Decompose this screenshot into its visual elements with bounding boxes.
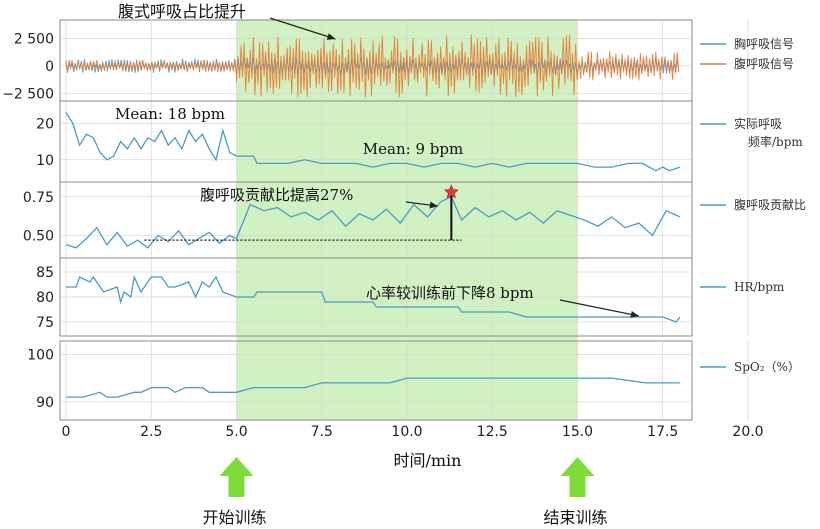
legend-label: 频率/bpm [748,134,803,149]
panel-frames [59,19,749,421]
series-line-resp-rate [65,111,681,172]
legend-label: HR/bpm [734,280,785,294]
annotation-mean-after: Mean: 9 bpm [363,140,463,158]
peak-star-marker [443,184,459,199]
y-tick-label: 90 [36,395,54,411]
series-line-spo2 [66,377,680,398]
series-line-abdomen [65,34,680,98]
x-tick-label: 20.0 [732,424,763,440]
legend-label: 实际呼吸 [734,116,782,131]
x-tick-label: 15.0 [562,424,593,440]
legend-label: 腹呼吸贡献比 [734,197,806,212]
x-axis-label: 时间/min [393,451,461,470]
x-tick-label: 5.0 [225,424,247,440]
series-line-abd-ratio [65,195,681,249]
x-tick-labels: 0 2.5 5.0 7.5 10.0 12.5 15.0 17.5 20.0 [62,424,764,440]
annotation-arrow-1 [269,17,336,40]
x-tick-label: 0 [62,424,71,440]
annotation-arrow-1-head [326,33,336,40]
y-tick-label: 85 [36,265,54,281]
event-up-arrow-1 [219,457,254,497]
x-tick-label: 17.5 [647,424,678,440]
legend-label: 胸呼吸信号 [734,36,794,51]
event-up-arrow-2 [560,457,595,497]
annotation-arrow-3-head [429,201,438,209]
annotation-ratio-increase: 腹呼吸贡献比提高27% [200,186,353,204]
y-tick-label: 20 [36,116,54,132]
x-tick-label: 7.5 [311,424,333,440]
event-label-2: 结束训练 [543,508,607,527]
x-tick-label: 10.0 [391,424,422,440]
x-tick-label: 2.5 [140,424,162,440]
data-series [65,34,681,398]
y-tick-label: −2 500 [2,87,54,103]
annotation-arrow-4-head [630,310,639,318]
training-events: 开始训练 结束训练 [202,457,608,527]
series-line-hr [66,274,681,323]
y-tick-label: 0.50 [23,228,54,244]
event-label-1: 开始训练 [202,508,266,527]
annotation-mean-before: Mean: 18 bpm [115,105,225,123]
y-tick-label: 0.75 [23,190,54,206]
legend-label: SpO₂（%） [734,360,800,374]
x-tick-label: 12.5 [477,424,508,440]
y-tick-label: 75 [36,315,54,331]
y-tick-label: 2 500 [14,31,54,47]
legend-label: 腹呼吸信号 [734,57,794,71]
y-tick-label: 100 [27,347,54,363]
y-tick-labels: −2 500 0 2 500 10 20 0.50 0.75 75 80 85 90 100 [2,31,54,410]
panel-frame-5 [59,340,693,421]
annotation-arrow-4 [559,299,639,317]
annotation-breath-ratio: 腹式呼吸占比提升 [118,2,246,21]
y-tick-label: 10 [36,153,54,169]
annotation-hr-drop: 心率较训练前下降8 bpm [366,284,534,302]
y-tick-label: 80 [36,290,54,306]
annotations: 腹式呼吸占比提升 Mean: 18 bpm Mean: 9 bpm 腹呼吸贡献比提高2… [115,2,639,318]
y-tick-label: 0 [45,59,54,75]
